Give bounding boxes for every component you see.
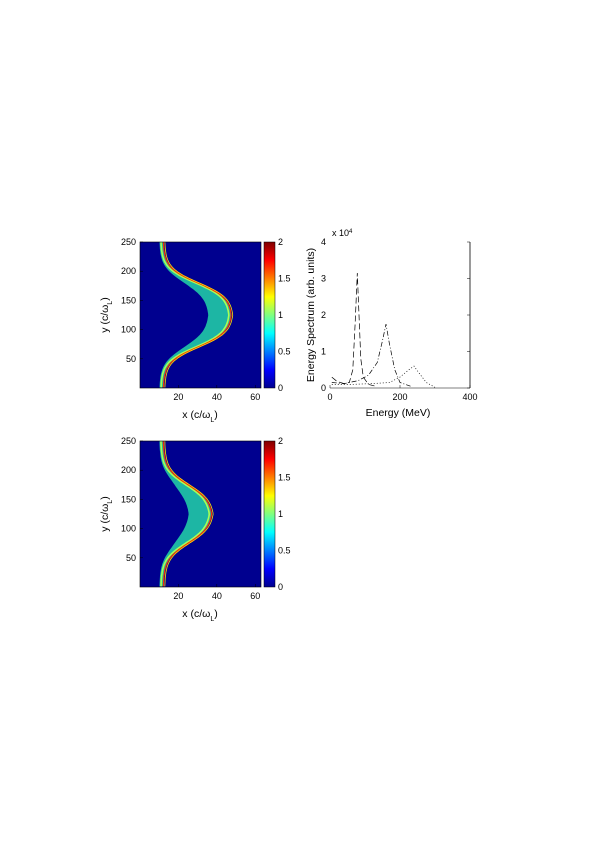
colorbar-tick-label: 2: [278, 436, 283, 446]
y-tick-label: 100: [121, 524, 136, 534]
x-ticks: 20 40 60: [173, 584, 260, 601]
density-band: [159, 441, 212, 587]
exponent-label: x 104: [332, 228, 353, 238]
colorbar-tick-label: 0: [278, 383, 283, 393]
y-tick-label: 150: [121, 494, 136, 504]
colorbar-tick-label: 1: [278, 310, 283, 320]
density-peak-front: [162, 242, 232, 388]
colorbar-ticks: 0 0.5 1 1.5 2: [278, 436, 291, 592]
x-tick-label: 40: [212, 591, 222, 601]
colorbar-tick-label: 1.5: [278, 274, 291, 284]
y-axis-label: y (c/ωL): [99, 496, 114, 531]
density-profile: [159, 241, 234, 388]
density-peak-front: [162, 441, 213, 587]
density-ridge: [160, 242, 230, 388]
energy-spectrum-panel: 0 200 400 0 1 2 3 4 x 104 Energy (MeV) Energy S…: [305, 228, 478, 419]
density-ridge: [160, 441, 211, 587]
x-tick-label: 60: [250, 392, 260, 402]
heatmap-plot-area: [140, 242, 261, 388]
x-tick-label: 20: [173, 392, 183, 402]
y-tick-label: 100: [121, 325, 136, 335]
heatmap-frame: [139, 241, 262, 389]
colorbar-tick-label: 0: [278, 582, 283, 592]
y-ticks: 50 100 150 200 250: [121, 436, 143, 563]
colorbar-tick-label: 2: [278, 237, 283, 247]
density-edge: [164, 241, 234, 388]
spectrum-x-axis-label: Energy (MeV): [366, 407, 431, 419]
heatmap-frame: [139, 440, 262, 588]
density-edge: [164, 440, 214, 587]
y-tick-label: 250: [121, 237, 136, 247]
y-tick-label: 4: [321, 237, 326, 247]
y-tick-label: 200: [121, 465, 136, 475]
y-tick-label: 50: [126, 553, 136, 563]
x-tick-label: 40: [212, 392, 222, 402]
x-axis-label: x (c/ωL): [182, 409, 217, 424]
y-axis-label: y (c/ωL): [99, 297, 114, 332]
colorbar-tick-label: 1.5: [278, 473, 291, 483]
x-tick-label: 400: [462, 392, 477, 402]
colorbar-tick-label: 1: [278, 509, 283, 519]
y-tick-label: 200: [121, 266, 136, 276]
density-band: [159, 242, 232, 388]
spectrum-line-dashdot: [331, 324, 411, 387]
y-tick-label: 3: [321, 274, 326, 284]
y-tick-label: 50: [126, 354, 136, 364]
colorbar-tick-label: 0.5: [278, 347, 291, 357]
x-tick-label: 200: [392, 392, 407, 402]
y-tick-label: 1: [321, 347, 326, 357]
x-axis-label: x (c/ωL): [182, 608, 217, 623]
y-tick-label: 150: [121, 295, 136, 305]
density-profile: [159, 440, 214, 587]
spectrum-line-dotted: [331, 365, 436, 388]
colorbar-ticks: 0 0.5 1 1.5 2: [278, 237, 291, 393]
spectrum-y-axis-label: Energy Spectrum (arb. units): [305, 248, 317, 382]
y-tick-label: 0: [321, 383, 326, 393]
x-ticks: 20 40 60: [173, 385, 260, 402]
spectrum-series: [331, 242, 471, 388]
spectrum-line-dashed: [331, 272, 376, 387]
y-tick-label: 2: [321, 310, 326, 320]
y-tick-label: 250: [121, 436, 136, 446]
spectrum-ticks: 0 200 400 0 1 2 3 4: [321, 237, 478, 402]
colorbar: [263, 241, 276, 389]
y-ticks: 50 100 150 200 250: [121, 237, 143, 364]
x-tick-label: 60: [250, 591, 260, 601]
colorbar: [263, 440, 276, 588]
colorbar-tick-label: 0.5: [278, 546, 291, 556]
x-tick-label: 20: [173, 591, 183, 601]
x-tick-label: 0: [327, 392, 332, 402]
